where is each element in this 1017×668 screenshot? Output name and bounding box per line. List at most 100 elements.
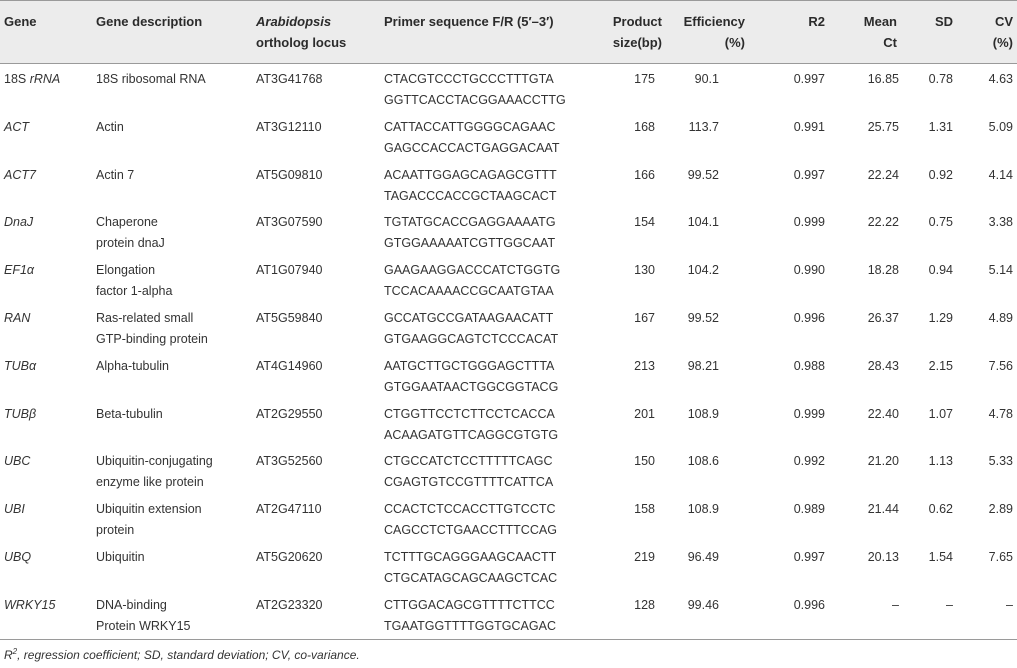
r2-value: 0.999 — [793, 406, 825, 421]
ortholog-locus: AT2G23320 — [256, 597, 323, 612]
primer-forward: TGTATGCACCGAGGAAAATG — [384, 215, 556, 230]
header-ortholog-line2: ortholog locus — [256, 35, 347, 50]
gene-cell: RAN — [4, 308, 30, 329]
table-row: ACT7 Actin 7 AT5G09810 ACAATTGGAGCAGAGCGTTT… — [0, 162, 1017, 209]
sd-value: 0.78 — [928, 72, 953, 86]
primer-reverse: GGTTCACCTACGGAAACCTTG — [384, 93, 566, 107]
mean-ct: 22.22 — [867, 215, 899, 230]
cv-value: 5.33 — [988, 454, 1013, 469]
ortholog-locus: AT3G12110 — [256, 119, 322, 134]
gene-cell: TUBα — [4, 356, 36, 377]
header-product-line1: Product — [612, 14, 662, 29]
efficiency: 99.52 — [687, 311, 719, 325]
mean-ct: 26.37 — [867, 311, 899, 325]
product-size: 128 — [634, 597, 655, 612]
description-line2: factor 1-alpha — [96, 284, 173, 299]
ortholog-locus: AT2G29550 — [256, 406, 323, 421]
product-size: 167 — [634, 311, 655, 325]
header-product: Product size(bp) — [613, 11, 662, 53]
cv-value: 3.38 — [988, 215, 1013, 230]
primer-reverse: CAGCCTCTGAACCTTTCCAG — [384, 523, 557, 538]
cv-value: – — [1006, 597, 1013, 612]
sd-value: 0.62 — [928, 502, 953, 517]
gene-cell: ACT7 — [4, 165, 36, 186]
sd-value: 1.07 — [928, 406, 953, 421]
gene-cell: EF1α — [4, 260, 34, 281]
primer-reverse: GTGGAAAAATCGTTGGCAAT — [384, 236, 556, 251]
primer-forward: CTACGTCCCTGCCCTTTGTA — [384, 72, 554, 86]
description-line2: protein dnaJ — [96, 236, 165, 251]
header-description: Gene description — [96, 14, 203, 29]
table-row: UBC Ubiquitin-conjugating enzyme like prot… — [0, 448, 1017, 495]
product-size: 130 — [634, 263, 655, 278]
gene-cell: WRKY15 — [4, 595, 55, 616]
table-row: UBQ Ubiquitin AT5G20620 TCTTTGCAGGGAAGCAACT… — [0, 544, 1017, 591]
primer-reverse: TGAATGGTTTTGGTGCAGAC — [384, 618, 556, 633]
description-line1: Actin — [96, 119, 124, 134]
cv-value: 4.78 — [988, 406, 1013, 421]
cv-value: 4.14 — [988, 167, 1013, 182]
primer-forward: GCCATGCCGATAAGAACATT — [384, 311, 554, 325]
header-gene: Gene — [4, 14, 37, 29]
efficiency: 99.52 — [687, 167, 719, 182]
ortholog-locus: AT4G14960 — [256, 358, 323, 373]
table-row: DnaJ Chaperone protein dnaJ AT3G07590 TGTATG… — [0, 209, 1017, 256]
gene-symbol: TUBβ — [4, 406, 37, 421]
cv-value: 7.56 — [988, 358, 1013, 373]
primer-reverse: CGAGTGTCCGTTTTCATTCA — [384, 475, 554, 490]
header-mean-ct: Mean Ct — [864, 11, 897, 53]
header-r2: R2 — [808, 14, 825, 29]
gene-cell: UBC — [4, 451, 30, 472]
cv-value: 4.63 — [988, 72, 1013, 86]
header-efficiency-line1: Efficiency — [683, 14, 745, 29]
mean-ct: 25.75 — [867, 119, 899, 134]
r2-value: 0.989 — [793, 502, 825, 517]
primer-reverse: TAGACCCACCGCTAAGCACT — [384, 188, 557, 203]
r2-value: 0.999 — [793, 215, 825, 230]
product-size: 175 — [634, 72, 655, 86]
description-line1: Elongation — [96, 263, 156, 278]
gene-symbol: TUBα — [4, 358, 37, 373]
gene-symbol: ACT — [4, 119, 29, 134]
table-row: ACT Actin AT3G12110 CATTACCATTGGGGCAGAAC GAG… — [0, 114, 1017, 161]
mean-ct: 22.24 — [867, 167, 899, 182]
description-line1: Ubiquitin-conjugating — [96, 454, 213, 469]
ortholog-locus: AT3G41768 — [256, 72, 323, 86]
r2-value: 0.992 — [793, 454, 825, 469]
r2-value: 0.997 — [793, 72, 825, 86]
primer-reverse: CTGCATAGCAGCAAGCTCAC — [384, 571, 558, 585]
r2-value: 0.990 — [793, 263, 825, 278]
gene-cell: UBI — [4, 499, 25, 520]
cv-value: 5.14 — [988, 263, 1013, 278]
ortholog-locus: AT3G07590 — [256, 215, 323, 230]
primer-reverse: GAGCCACCACTGAGGACAAT — [384, 140, 560, 155]
table-row: EF1α Elongation factor 1-alpha AT1G07940 GAA… — [0, 257, 1017, 304]
efficiency: 96.49 — [687, 550, 719, 564]
primer-forward: CATTACCATTGGGGCAGAAC — [384, 119, 556, 134]
primer-forward: ACAATTGGAGCAGAGCGTTT — [384, 167, 557, 182]
mean-ct: 21.20 — [867, 454, 899, 469]
cv-value: 7.65 — [988, 550, 1013, 564]
mean-ct: 20.13 — [867, 550, 899, 564]
product-size: 158 — [634, 502, 655, 517]
r2-value: 0.988 — [793, 358, 825, 373]
r2-value: 0.996 — [793, 597, 825, 612]
sd-value: 1.31 — [928, 119, 953, 134]
sd-value: 1.13 — [928, 454, 953, 469]
primer-forward: GAAGAAGGACCCATCTGGTG — [384, 263, 561, 278]
description-line2: protein — [96, 523, 135, 538]
sd-value: 0.94 — [928, 263, 953, 278]
mean-ct: – — [892, 597, 899, 612]
sd-value: 1.29 — [928, 311, 953, 325]
primer-forward: AATGCTTGCTGGGAGCTTTA — [384, 358, 555, 373]
description-line1: DNA-binding — [96, 597, 167, 612]
gene-symbol: UBQ — [4, 550, 32, 564]
mean-ct: 16.85 — [867, 72, 899, 86]
primer-forward: CCACTCTCCACCTTGTCCTC — [384, 502, 556, 517]
product-size: 213 — [634, 358, 655, 373]
header-ortholog: Arabidopsis ortholog locus — [256, 11, 346, 53]
header-primer: Primer sequence F/R (5′–3′) — [384, 14, 554, 29]
efficiency: 108.9 — [687, 406, 719, 421]
ortholog-locus: AT2G47110 — [256, 502, 322, 517]
table-row: TUBα Alpha-tubulin AT4G14960 AATGCTTGCTGGGA… — [0, 353, 1017, 400]
